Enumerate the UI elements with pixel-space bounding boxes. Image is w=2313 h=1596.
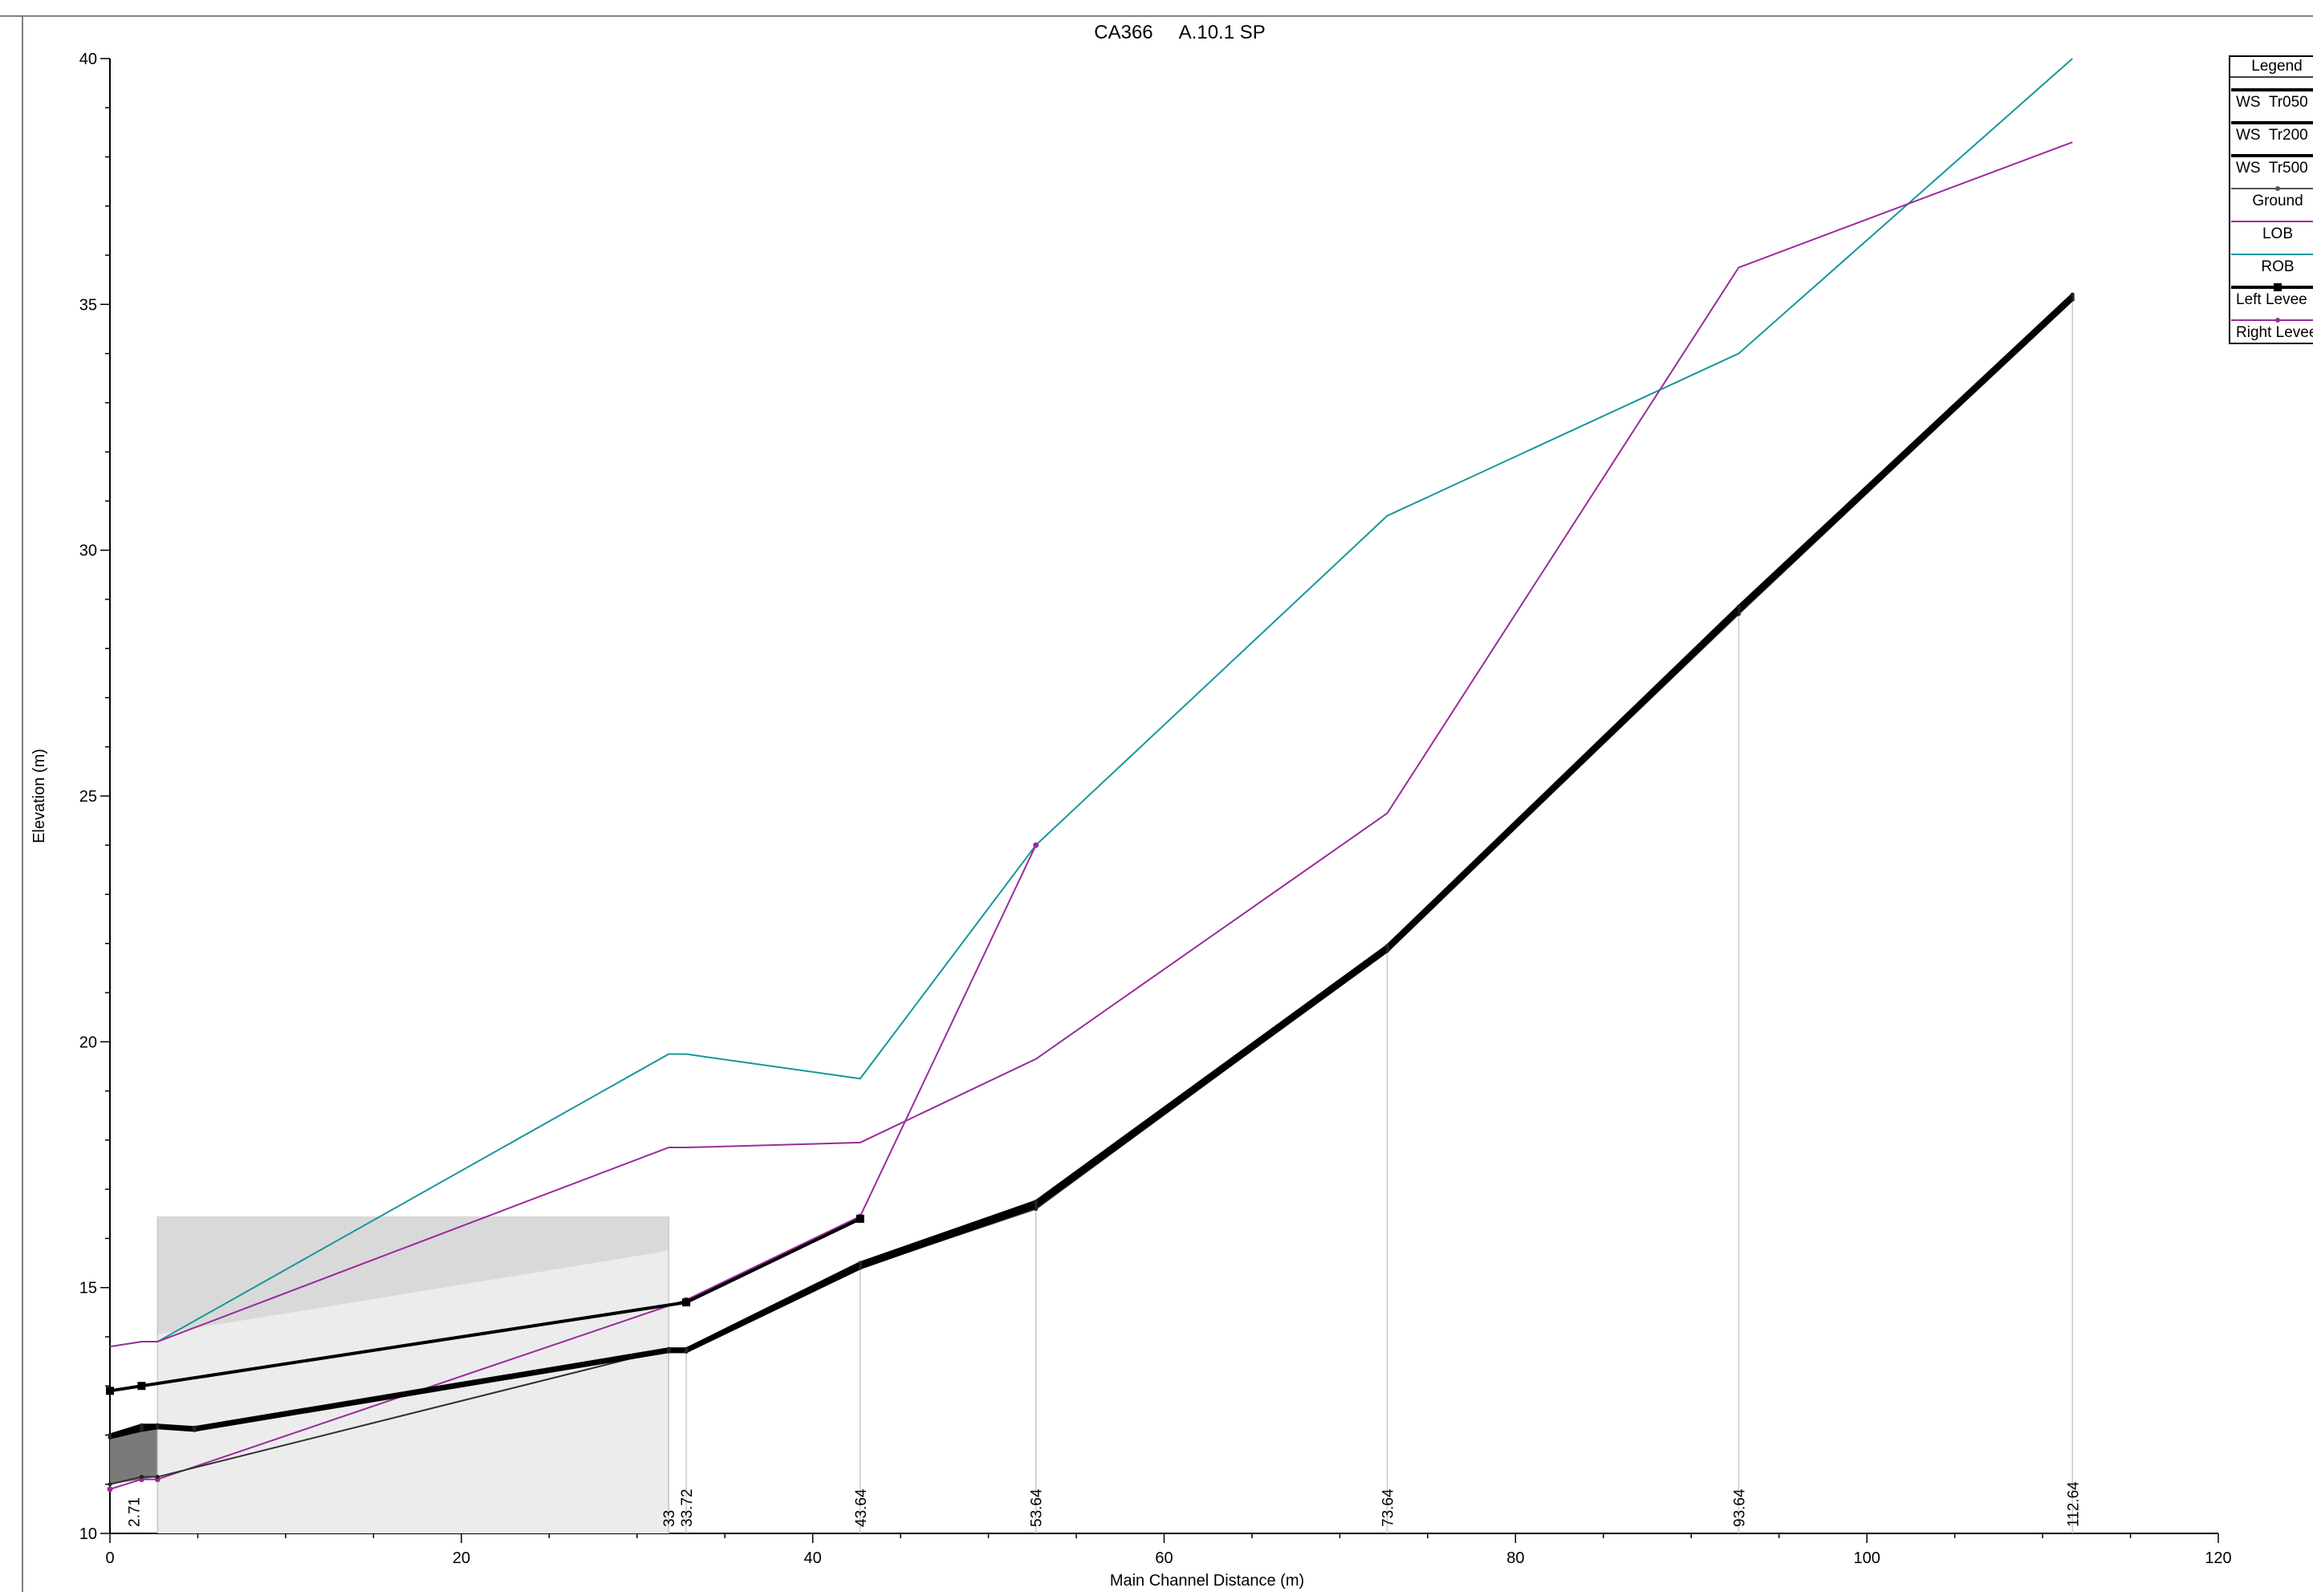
legend-box bbox=[2229, 55, 2313, 344]
series-line-left-levee bbox=[109, 1217, 861, 1393]
x-tick-label: 20 bbox=[453, 1549, 470, 1567]
series-point bbox=[1736, 604, 1741, 609]
y-tick-label: 35 bbox=[79, 296, 97, 314]
series-point bbox=[108, 1482, 112, 1487]
station-label: 112.64 bbox=[2065, 1481, 2082, 1527]
series-point bbox=[139, 1423, 144, 1427]
series-point bbox=[155, 1423, 160, 1427]
y-tick-label: 25 bbox=[79, 788, 97, 806]
right-levee-point bbox=[107, 1486, 113, 1492]
legend-entry-label: WS Tr500 bbox=[2236, 160, 2308, 177]
station-label: 2.71 bbox=[127, 1497, 144, 1527]
bridge-deck bbox=[157, 1216, 669, 1334]
x-tick-label: 100 bbox=[1853, 1549, 1880, 1567]
series-point bbox=[108, 1432, 112, 1437]
x-tick-label: 120 bbox=[2205, 1549, 2231, 1567]
legend-marker bbox=[2275, 318, 2280, 323]
x-axis-label: Main Channel Distance (m) bbox=[1110, 1572, 1304, 1590]
series-point bbox=[139, 1475, 144, 1480]
legend-entry-label: LOB bbox=[2262, 225, 2293, 242]
station-label: 43.64 bbox=[853, 1488, 870, 1527]
plot-area: 0 20 40 60 80 100 120 10 15 20 25 30 35 40 2.71 33 33.72… bbox=[79, 51, 2232, 1567]
y-tick-label: 10 bbox=[79, 1525, 97, 1543]
y-tick-label: 30 bbox=[79, 542, 97, 560]
left-levee-point bbox=[106, 1387, 114, 1395]
y-axis-label: Elevation (m) bbox=[30, 749, 48, 843]
legend-entry-label: ROB bbox=[2261, 258, 2294, 275]
x-tick-label: 80 bbox=[1506, 1549, 1524, 1567]
series-point bbox=[1034, 1199, 1039, 1204]
left-levee-point bbox=[682, 1298, 691, 1307]
legend-entry-label: WS Tr050 bbox=[2236, 94, 2308, 111]
station-label: 53.64 bbox=[1029, 1488, 1046, 1527]
series-point bbox=[858, 1261, 863, 1265]
series-point bbox=[1385, 944, 1390, 948]
legend-title: Legend bbox=[2251, 58, 2302, 75]
x-tick-label: 40 bbox=[804, 1549, 822, 1567]
station-label: 93.64 bbox=[1731, 1488, 1748, 1527]
series-point bbox=[666, 1346, 671, 1351]
legend-marker bbox=[2274, 283, 2282, 291]
x-tick-label: 0 bbox=[105, 1549, 114, 1567]
y-tick-label: 15 bbox=[79, 1280, 97, 1298]
y-tick-label: 20 bbox=[79, 1034, 97, 1051]
left-levee-point bbox=[856, 1214, 864, 1223]
legend-entry-label: WS Tr200 bbox=[2236, 127, 2308, 144]
series-point bbox=[192, 1425, 197, 1430]
station-label: 33.72 bbox=[679, 1488, 696, 1527]
right-levee-point bbox=[1033, 842, 1039, 848]
left-levee-point bbox=[137, 1382, 146, 1391]
legend-marker bbox=[2275, 186, 2280, 191]
series-point bbox=[155, 1475, 160, 1480]
series-line-rob bbox=[109, 58, 2073, 1348]
x-tick-label: 60 bbox=[1155, 1549, 1173, 1567]
chart-title: CA366 A.10.1 SP bbox=[1094, 22, 1265, 43]
series-point bbox=[684, 1346, 689, 1351]
legend-entry-label: Right Levee bbox=[2236, 324, 2313, 341]
series-point bbox=[2070, 292, 2075, 297]
series-line-lob bbox=[109, 141, 2073, 1348]
legend-entry-label: Left Levee bbox=[2236, 291, 2307, 308]
y-tick-label: 40 bbox=[79, 51, 97, 68]
station-label: 73.64 bbox=[1380, 1488, 1397, 1527]
station-label: 33 bbox=[661, 1510, 678, 1527]
legend: Legend WS Tr050 WS Tr200 WS Tr500 Ground LOB… bbox=[2229, 55, 2313, 344]
legend-entry-label: Ground bbox=[2252, 193, 2303, 209]
